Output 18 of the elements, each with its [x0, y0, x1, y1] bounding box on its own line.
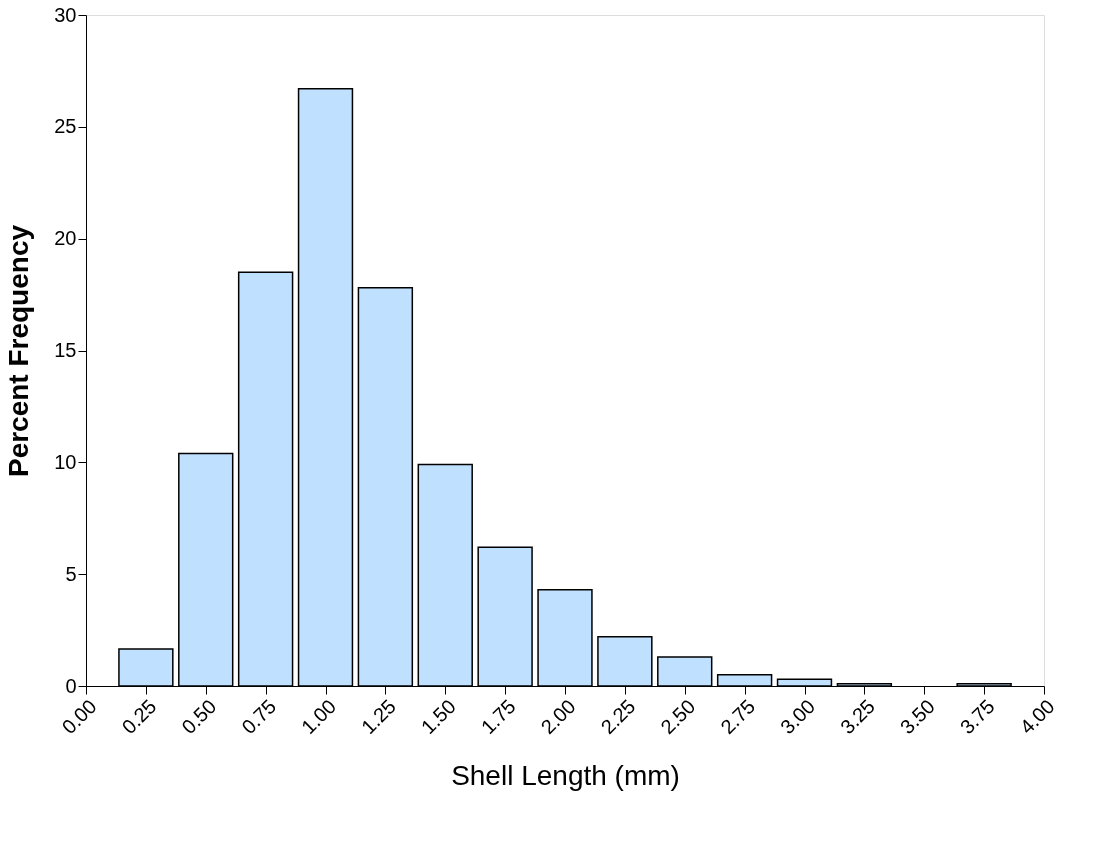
y-tick-label: 25	[54, 115, 77, 138]
x-axis-title: Shell Length (mm)	[451, 760, 680, 792]
y-axis-title: Percent Frequency	[3, 224, 35, 478]
x-tick-label: 1.00	[297, 695, 341, 739]
y-tick-label: 20	[54, 227, 77, 250]
y-tick-label: 30	[54, 3, 77, 26]
x-tick-label: 3.50	[895, 695, 939, 739]
x-tick-label: 0.00	[57, 695, 101, 739]
x-tick-label: 3.00	[776, 695, 820, 739]
y-tick-label: 15	[54, 339, 77, 361]
x-tick-label: 0.50	[177, 695, 221, 739]
y-tick-label: 5	[65, 562, 77, 585]
x-tick-label: 4.00	[1015, 695, 1059, 739]
x-tick-label: 0.75	[237, 695, 281, 739]
y-tick-label: 0	[65, 674, 77, 697]
x-tick-label: 0.25	[117, 695, 161, 739]
y-tick-label: 10	[54, 450, 77, 473]
x-tick-label: 1.50	[416, 695, 460, 739]
